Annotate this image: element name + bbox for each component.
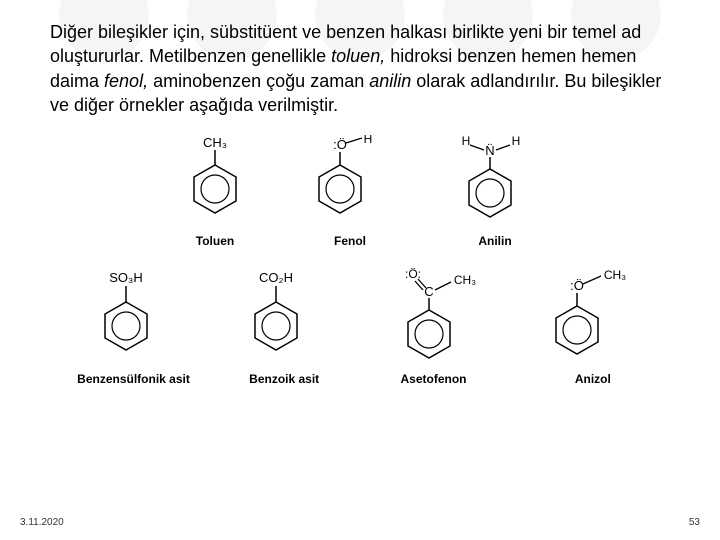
asetofenon-label: Asetofenon	[401, 372, 467, 386]
anilin-h2: H	[512, 135, 521, 148]
toluen-sub: CH₃	[203, 135, 227, 150]
molecule-ba: CO₂H Benzoik asit	[244, 268, 324, 386]
anilin-h1: H	[462, 135, 471, 148]
para-italic-1: toluen,	[331, 46, 385, 66]
bsa-sub: SO₃H	[109, 270, 142, 285]
asetofenon-c: C	[424, 284, 433, 299]
fenol-h: H	[364, 135, 373, 146]
main-paragraph: Diğer bileşikler için, sübstitüent ve be…	[50, 20, 670, 117]
molecule-row-2: SO₃H Benzensülfonik asit CO₂H Benzoik as…	[50, 268, 670, 386]
ba-structure: CO₂H	[244, 268, 324, 368]
footer-date: 3.11.2020	[20, 517, 64, 528]
toluen-structure: CH₃	[180, 135, 250, 230]
molecule-toluen: CH₃ Toluen	[180, 135, 250, 248]
molecule-bsa: SO₃H Benzensülfonik asit	[77, 268, 190, 386]
asetofenon-structure: :Ö: C CH₃	[379, 268, 489, 368]
ba-sub: CO₂H	[259, 270, 293, 285]
para-italic-2: fenol,	[104, 71, 148, 91]
toluen-label: Toluen	[196, 234, 234, 248]
anilin-structure: H N̈ H	[450, 135, 540, 230]
anizol-label: Anizol	[575, 372, 611, 386]
para-italic-3: anilin	[369, 71, 411, 91]
molecule-anilin: H N̈ H Anilin	[450, 135, 540, 248]
molecule-row-1: CH₃ Toluen :Ö H Fenol H N̈	[50, 135, 670, 248]
footer-page: 53	[689, 517, 700, 528]
molecule-asetofenon: :Ö: C CH₃ Asetofenon	[379, 268, 489, 386]
ba-label: Benzoik asit	[249, 372, 319, 386]
para-text-3: aminobenzen çoğu zaman	[148, 71, 369, 91]
molecule-fenol: :Ö H Fenol	[310, 135, 390, 248]
footer: 3.11.2020 53	[0, 517, 720, 528]
bsa-label: Benzensülfonik asit	[77, 372, 190, 386]
bsa-structure: SO₃H	[94, 268, 174, 368]
anizol-o: :Ö	[570, 278, 584, 293]
fenol-structure: :Ö H	[310, 135, 390, 230]
slide-content: Diğer bileşikler için, sübstitüent ve be…	[0, 0, 720, 386]
anilin-label: Anilin	[478, 234, 511, 248]
fenol-o: :Ö	[333, 137, 347, 152]
anilin-n: N̈	[485, 143, 494, 158]
asetofenon-ch3: CH₃	[453, 273, 475, 287]
anizol-ch3: CH₃	[604, 268, 626, 282]
anizol-structure: :Ö CH₃	[543, 268, 643, 368]
molecule-anizol: :Ö CH₃ Anizol	[543, 268, 643, 386]
fenol-label: Fenol	[334, 234, 366, 248]
